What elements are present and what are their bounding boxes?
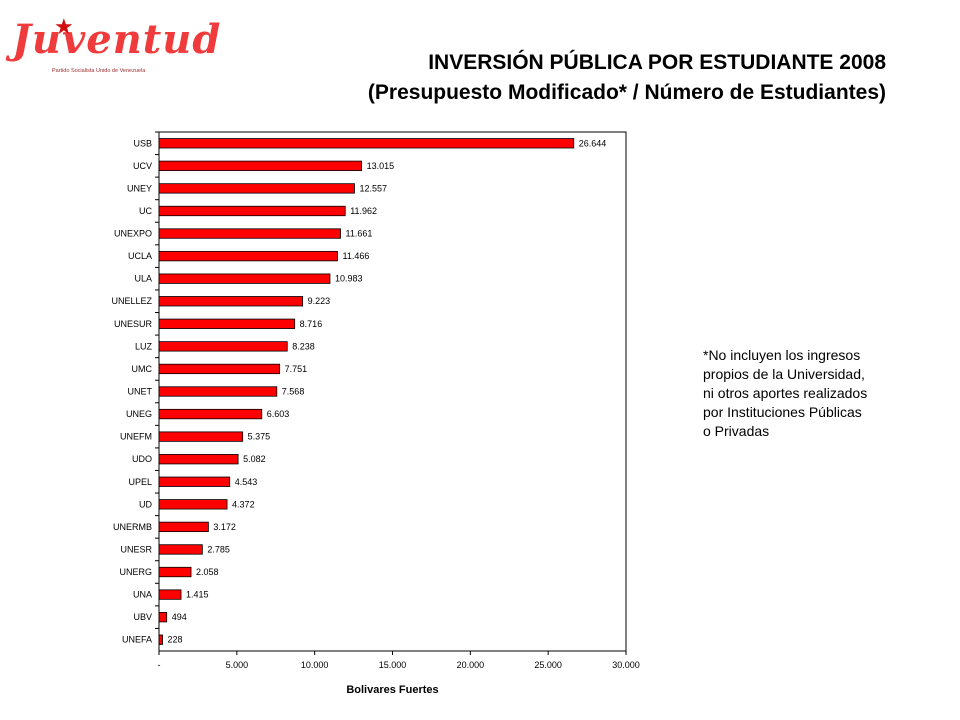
data-label: 10.983 — [335, 274, 363, 284]
category-label: UDO — [132, 454, 152, 464]
logo-subtitle: Partido Socialista Unido de Venezuela — [52, 68, 146, 74]
category-label: UNA — [133, 590, 152, 600]
x-tick-label: - — [158, 660, 161, 670]
data-label: 11.661 — [346, 229, 373, 239]
category-label: UC — [139, 206, 152, 216]
data-label: 3.172 — [213, 522, 236, 532]
data-label: 2.785 — [207, 544, 230, 554]
category-label: UNERG — [119, 567, 152, 577]
x-tick-label: 15.000 — [379, 660, 407, 670]
category-label: UCV — [133, 161, 152, 171]
data-label: 494 — [172, 612, 187, 622]
data-label: 12.557 — [359, 183, 387, 193]
data-label: 4.543 — [235, 477, 258, 487]
category-label: UNESUR — [114, 319, 153, 329]
category-label: UNERMB — [113, 522, 152, 532]
logo-text: Juventud — [12, 16, 222, 63]
data-label: 1.415 — [186, 590, 209, 600]
data-label: 2.058 — [196, 567, 219, 577]
category-label: ULA — [134, 274, 152, 284]
bar — [158, 544, 203, 555]
category-label: UNEFA — [122, 635, 152, 645]
bar — [158, 273, 331, 284]
category-label: UNEY — [127, 183, 152, 193]
category-label: UNEXPO — [114, 229, 152, 239]
data-label: 11.962 — [350, 206, 377, 216]
data-label: 11.466 — [342, 251, 369, 261]
category-label: LUZ — [135, 341, 153, 351]
x-axis-label: Bolivares Fuertes — [346, 684, 438, 696]
category-label: UMC — [132, 364, 153, 374]
star-icon: ★ — [54, 14, 74, 39]
data-label: 7.751 — [285, 364, 308, 374]
bar — [158, 160, 363, 171]
x-tick-label: 30.000 — [612, 660, 640, 670]
bar — [158, 476, 231, 487]
data-label: 9.223 — [308, 296, 331, 306]
bar — [158, 228, 341, 239]
bar — [158, 634, 163, 645]
category-label: UNEFM — [120, 432, 152, 442]
category-label: UNELLEZ — [111, 296, 152, 306]
data-label: 8.716 — [300, 319, 323, 329]
data-label: 7.568 — [282, 387, 305, 397]
data-label: 228 — [168, 635, 183, 645]
category-label: UD — [139, 499, 152, 509]
bar — [158, 341, 288, 352]
category-label: UNEG — [126, 409, 152, 419]
category-label: UNESR — [120, 544, 152, 554]
title-line-1: INVERSIÓN PÚBLICA POR ESTUDIANTE 2008 — [428, 51, 886, 74]
bar — [158, 612, 168, 623]
x-tick-label: 20.000 — [457, 660, 485, 670]
data-label: 6.603 — [267, 409, 290, 419]
footnote: *No incluyen los ingresos propios de la … — [703, 347, 868, 439]
bar — [158, 205, 346, 217]
category-label: UBV — [133, 612, 152, 622]
category-label: UCLA — [128, 251, 152, 261]
bar — [158, 589, 182, 600]
bar — [158, 521, 209, 533]
x-tick-label: 10.000 — [301, 660, 329, 670]
bar — [158, 408, 263, 420]
juventud-logo: Juventud ★ Partido Socialista Unido de V… — [12, 14, 220, 78]
bar — [158, 296, 303, 307]
title-line-2: (Presupuesto Modificado* / Número de Est… — [367, 81, 886, 104]
bar — [158, 138, 575, 149]
data-label: 13.015 — [367, 161, 395, 171]
category-label: UPEL — [128, 477, 152, 487]
bar — [158, 499, 228, 510]
data-label: 4.372 — [232, 499, 255, 509]
bar — [158, 431, 244, 442]
page-title: INVERSIÓN PÚBLICA POR ESTUDIANTE 2008 (P… — [368, 48, 886, 108]
category-label: UNET — [128, 387, 153, 397]
data-label: 8.238 — [292, 341, 315, 351]
bar — [158, 250, 338, 262]
bar — [158, 566, 192, 578]
data-label: 26.644 — [579, 138, 607, 148]
category-label: USB — [133, 138, 152, 148]
bar — [158, 183, 355, 194]
bar — [158, 363, 281, 375]
data-label: 5.375 — [248, 432, 271, 442]
bar — [158, 318, 296, 329]
x-tick-label: 25.000 — [534, 660, 562, 670]
bar — [158, 454, 239, 465]
data-label: 5.082 — [243, 454, 266, 464]
bar — [158, 386, 278, 397]
x-tick-label: 5.000 — [226, 660, 249, 670]
